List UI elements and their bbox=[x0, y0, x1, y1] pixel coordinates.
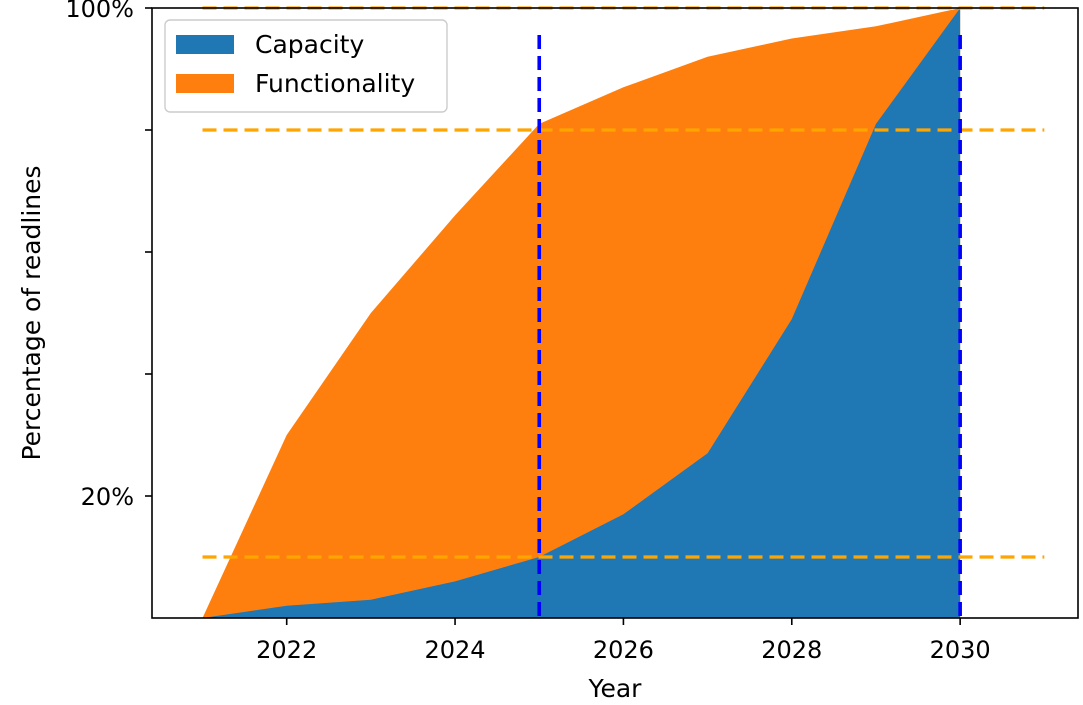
y-tick-label: 20% bbox=[81, 483, 134, 511]
x-tick-label: 2024 bbox=[425, 636, 486, 664]
ticks: 2022 2024 2026 2028 2030 20% 100% bbox=[65, 0, 990, 664]
legend: Capacity Functionality bbox=[164, 19, 448, 113]
x-tick-label: 2026 bbox=[593, 636, 654, 664]
x-tick-label: 2028 bbox=[761, 636, 822, 664]
y-axis-label: Percentage of readlines bbox=[17, 165, 46, 460]
axes bbox=[151, 7, 1079, 619]
x-tick-label: 2022 bbox=[256, 636, 317, 664]
plot-frame bbox=[151, 7, 1079, 619]
x-tick-label: 2030 bbox=[930, 636, 991, 664]
legend-label-functionality: Functionality bbox=[255, 69, 415, 98]
legend-label-capacity: Capacity bbox=[255, 30, 364, 59]
x-axis-label: Year bbox=[588, 674, 643, 703]
area-capacity bbox=[202, 8, 961, 618]
legend-swatch-functionality bbox=[176, 74, 234, 93]
area-fills bbox=[202, 8, 961, 618]
y-tick-label: 100% bbox=[65, 0, 134, 23]
legend-box bbox=[164, 19, 448, 113]
legend-swatch-capacity bbox=[176, 35, 234, 54]
